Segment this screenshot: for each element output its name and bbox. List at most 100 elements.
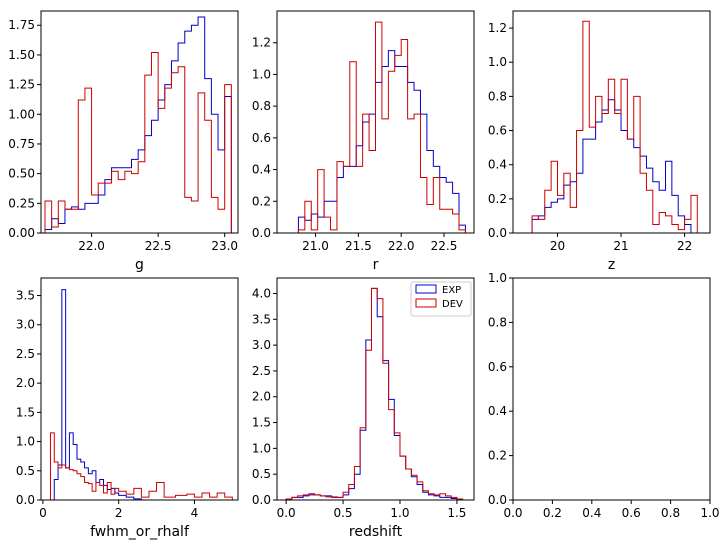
- axes-frame: [276, 10, 475, 234]
- x-axis-label: fwhm_or_rhalf: [90, 524, 190, 540]
- x-tick-label: 0.4: [582, 506, 601, 520]
- y-tick-label: 0.2: [488, 192, 507, 206]
- subplot-5: 0.0 0.5 1.0 1.5 0.0 0.5 1.0 1.5 2.0 2.5 3.0 3.5 4.0 r…: [252, 277, 475, 540]
- x-tick-label: 22: [677, 239, 692, 253]
- y-tick-label: 2.5: [252, 364, 271, 378]
- axes-frame: [512, 10, 711, 234]
- y-tick-label: 1.5: [16, 405, 35, 419]
- y-tick-label: 1.0: [488, 55, 507, 69]
- subplot-1: 22.0 22.5 23.0 0.00 0.25 0.50 0.75 1.00 1.25 1.50…: [8, 10, 239, 273]
- x-tick-label: 0.2: [543, 506, 562, 520]
- x-tick-label: 4: [191, 506, 199, 520]
- x-axis-label: z: [608, 257, 615, 273]
- x-tick-label: 1.0: [390, 506, 409, 520]
- y-tick-label: 0.2: [488, 449, 507, 463]
- y-tick-label: 0.0: [16, 493, 35, 507]
- y-tick-label: 0.4: [488, 158, 507, 172]
- y-tick-label: 3.5: [252, 312, 271, 326]
- y-tick-label: 0.0: [252, 493, 271, 507]
- y-tick-label: 1.0: [16, 435, 35, 449]
- x-axis-label: redshift: [349, 524, 403, 540]
- x-tick-label: 0.8: [661, 506, 680, 520]
- y-tick-label: 0.8: [488, 315, 507, 329]
- y-tick-label: 0.5: [252, 467, 271, 481]
- y-tick-label: 4.0: [252, 286, 271, 300]
- y-tick-label: 1.00: [8, 107, 35, 121]
- y-tick-label: 0.4: [252, 163, 271, 177]
- x-tick-label: 22.0: [388, 239, 415, 253]
- y-tick-label: 0.0: [488, 226, 507, 240]
- x-tick-label: 0: [39, 506, 47, 520]
- y-tick-label: 0.2: [252, 194, 271, 208]
- subplot-4: 0 2 4 0.0 0.5 1.0 1.5 2.0 2.5 3.0 3.5 fwhm_or_rhalf: [16, 277, 239, 540]
- x-tick-label: 21: [613, 239, 628, 253]
- y-tick-label: 1.0: [252, 441, 271, 455]
- y-tick-label: 0.6: [488, 124, 507, 138]
- y-tick-label: 1.5: [252, 416, 271, 430]
- y-tick-label: 2.0: [252, 390, 271, 404]
- subplot-2: 21.0 21.5 22.0 22.5 0.0 0.2 0.4 0.6 0.8 1.0 1.2 r: [252, 10, 475, 273]
- x-axis-label: r: [373, 257, 379, 273]
- y-tick-label: 0.25: [8, 196, 35, 210]
- y-tick-label: 0.0: [488, 493, 507, 507]
- y-tick-label: 1.0: [252, 67, 271, 81]
- x-tick-label: 0.6: [622, 506, 641, 520]
- y-tick-label: 3.0: [252, 338, 271, 352]
- y-tick-label: 0.00: [8, 226, 35, 240]
- series-dev-step: [44, 52, 232, 233]
- y-tick-label: 1.50: [8, 48, 35, 62]
- y-tick-label: 0.4: [488, 404, 507, 418]
- y-tick-label: 3.0: [16, 318, 35, 332]
- axes-frame: [512, 277, 711, 501]
- x-tick-label: 1.5: [447, 506, 466, 520]
- x-tick-label: 2: [115, 506, 123, 520]
- y-tick-label: 0.75: [8, 137, 35, 151]
- y-tick-label: 1.0: [488, 271, 507, 285]
- axes-frame: [40, 10, 239, 234]
- plot-area: [297, 21, 466, 233]
- y-tick-label: 0.50: [8, 167, 35, 181]
- y-tick-label: 2.0: [16, 376, 35, 390]
- x-tick-label: 0.0: [503, 506, 522, 520]
- y-tick-label: 0.6: [488, 360, 507, 374]
- series-dev-step: [297, 21, 466, 233]
- y-tick-label: 1.2: [488, 21, 507, 35]
- y-tick-label: 0.8: [488, 89, 507, 103]
- x-tick-label: 1.0: [700, 506, 719, 520]
- y-tick-label: 1.25: [8, 78, 35, 92]
- x-tick-label: 0.5: [333, 506, 352, 520]
- legend: EXP DEV: [410, 281, 472, 317]
- y-tick-label: 1.2: [252, 36, 271, 50]
- x-tick-label: 0.0: [277, 506, 296, 520]
- legend-swatch-dev: [415, 298, 437, 308]
- y-tick-label: 2.5: [16, 347, 35, 361]
- legend-swatch-exp: [415, 284, 437, 294]
- plot-area: [44, 16, 232, 233]
- x-tick-label: 20: [550, 239, 565, 253]
- y-tick-label: 0.8: [252, 99, 271, 113]
- axes-frame: [276, 277, 475, 501]
- series-dev-step: [285, 287, 464, 500]
- x-tick-label: 22.5: [431, 239, 458, 253]
- x-tick-label: 22.5: [145, 239, 172, 253]
- y-tick-label: 0.5: [16, 464, 35, 478]
- plot-area: [49, 289, 233, 500]
- series-dev-step: [531, 20, 698, 233]
- plot-area: [531, 20, 698, 233]
- axes-frame: [40, 277, 239, 501]
- y-tick-label: 0.6: [252, 131, 271, 145]
- y-tick-label: 3.5: [16, 289, 35, 303]
- series-exp-step: [53, 289, 142, 500]
- series-dev-step: [49, 432, 233, 500]
- x-tick-label: 21.5: [345, 239, 372, 253]
- y-tick-label: 0.0: [252, 226, 271, 240]
- x-tick-label: 21.0: [302, 239, 329, 253]
- x-axis-label: g: [135, 257, 144, 273]
- subplot-6: 0.0 0.2 0.4 0.6 0.8 1.0 0.0 0.2 0.4 0.6 0.8 1.0: [488, 271, 720, 520]
- x-tick-label: 22.0: [78, 239, 105, 253]
- y-tick-label: 1.75: [8, 18, 35, 32]
- plot-area: [285, 287, 464, 500]
- subplot-3: 20 21 22 0.0 0.2 0.4 0.6 0.8 1.0 1.2 z: [488, 10, 711, 273]
